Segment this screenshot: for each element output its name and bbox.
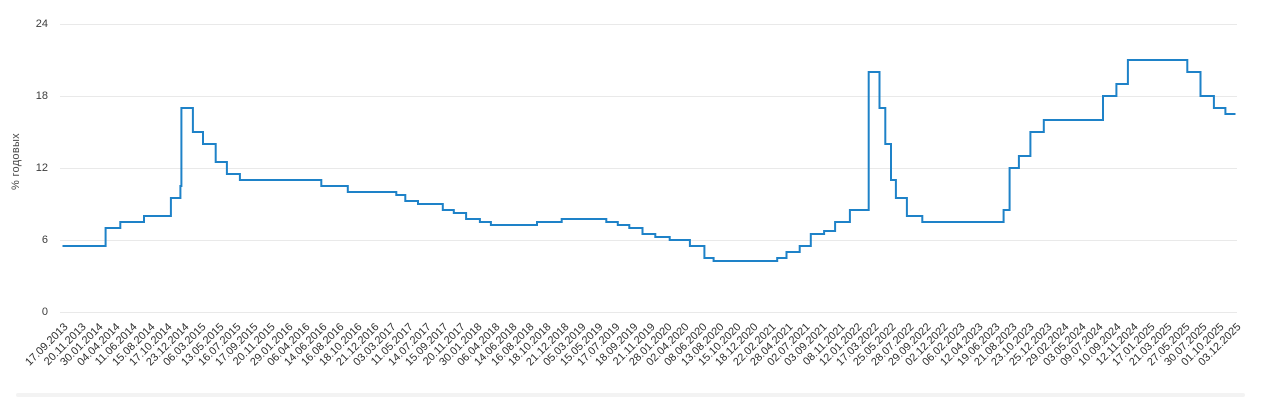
footer-divider (16, 393, 1245, 397)
rate-step-line (62, 59, 1236, 262)
y-tick-label: 12 (35, 162, 48, 174)
y-tick-label: 24 (35, 18, 48, 30)
horizontal-gridlines (60, 24, 1237, 313)
y-tick-label: 18 (35, 90, 48, 102)
y-tick-label: 0 (41, 306, 48, 318)
y-tick-label: 6 (41, 234, 48, 246)
